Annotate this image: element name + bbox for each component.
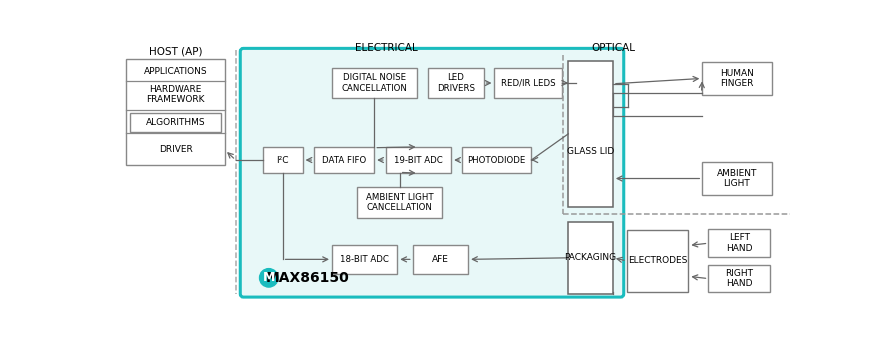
Text: GLASS LID: GLASS LID [567,147,614,156]
Text: 19-BIT ADC: 19-BIT ADC [394,156,443,164]
Bar [568,61,613,207]
Bar [126,59,225,165]
Bar [702,162,772,195]
Bar [357,187,442,218]
FancyBboxPatch shape [240,48,624,297]
Bar [314,147,374,173]
Bar [495,67,562,98]
Bar [263,147,303,173]
Text: ELECTRICAL: ELECTRICAL [355,43,418,53]
Text: AMBIENT LIGHT
CANCELLATION: AMBIENT LIGHT CANCELLATION [366,193,433,212]
Text: DATA FIFO: DATA FIFO [322,156,366,164]
Text: ALGORITHMS: ALGORITHMS [146,118,206,127]
Bar [568,222,613,294]
Bar [428,67,483,98]
Text: LED
DRIVERS: LED DRIVERS [437,73,475,93]
Bar [385,147,452,173]
Text: RED/IR LEDS: RED/IR LEDS [501,79,556,87]
Bar [627,230,689,292]
Text: DRIVER: DRIVER [159,145,192,154]
Text: PHOTODIODE: PHOTODIODE [467,156,526,164]
Text: 18-BIT ADC: 18-BIT ADC [340,255,389,264]
Bar [413,245,468,274]
Bar [131,113,221,132]
Text: AMBIENT
LIGHT: AMBIENT LIGHT [717,169,757,188]
Text: ELECTRODES: ELECTRODES [628,256,687,265]
Text: PACKAGING: PACKAGING [564,253,617,262]
Bar [708,229,770,257]
Text: OPTICAL: OPTICAL [591,43,635,53]
Text: I²C: I²C [276,156,289,164]
Text: HOST (AP): HOST (AP) [149,46,202,57]
Bar [702,62,772,95]
Text: M: M [263,271,275,284]
Bar [332,67,416,98]
Text: MAX86150: MAX86150 [265,271,349,285]
Text: DIGITAL NOISE
CANCELLATION: DIGITAL NOISE CANCELLATION [341,73,407,93]
Text: APPLICATIONS: APPLICATIONS [144,67,207,76]
Circle shape [259,268,278,287]
Bar [708,265,770,293]
Text: HARDWARE
FRAMEWORK: HARDWARE FRAMEWORK [146,85,205,104]
Text: LEFT
HAND: LEFT HAND [726,234,752,253]
Text: HUMAN
FINGER: HUMAN FINGER [720,69,754,88]
Text: RIGHT
HAND: RIGHT HAND [725,269,753,288]
Bar [332,245,398,274]
Bar [462,147,531,173]
Text: AFE: AFE [432,255,449,264]
